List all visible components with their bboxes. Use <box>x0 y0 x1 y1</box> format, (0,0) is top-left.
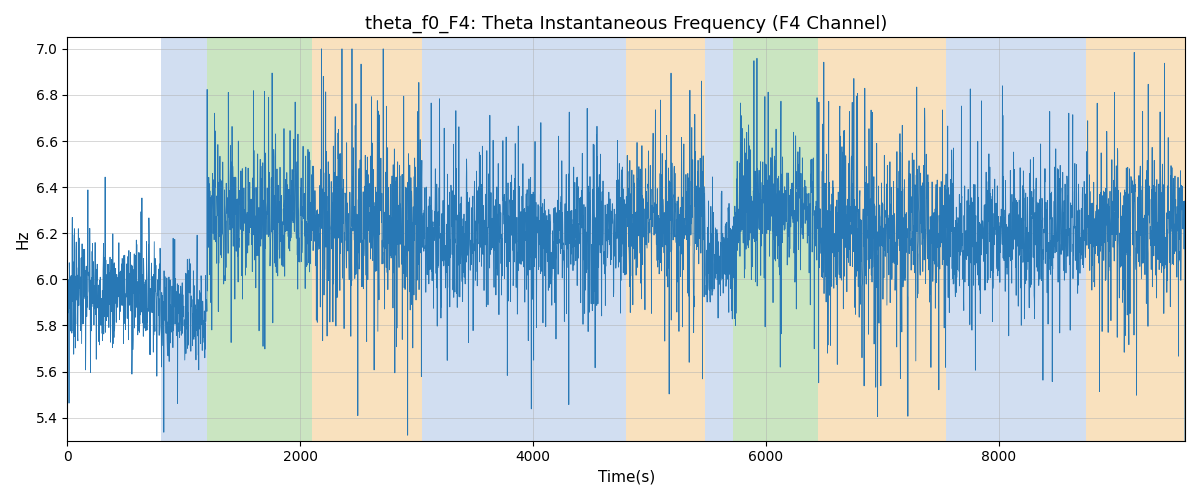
Bar <box>818 38 947 440</box>
Title: theta_f0_F4: Theta Instantaneous Frequency (F4 Channel): theta_f0_F4: Theta Instantaneous Frequen… <box>365 15 887 34</box>
Bar <box>626 38 706 440</box>
Bar <box>422 38 626 440</box>
Bar <box>947 38 1086 440</box>
Bar <box>312 38 422 440</box>
Bar <box>161 38 208 440</box>
Y-axis label: Hz: Hz <box>16 230 30 249</box>
Bar <box>706 38 733 440</box>
Bar <box>733 38 818 440</box>
Bar <box>208 38 312 440</box>
X-axis label: Time(s): Time(s) <box>598 470 655 485</box>
Bar <box>1086 38 1186 440</box>
